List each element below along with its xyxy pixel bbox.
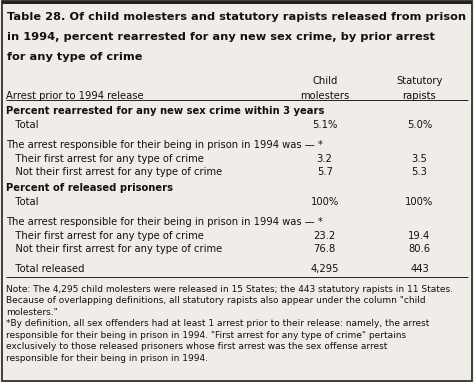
Text: 5.0%: 5.0%	[407, 120, 432, 130]
Text: 3.5: 3.5	[411, 154, 428, 163]
Text: 23.2: 23.2	[314, 231, 336, 241]
Text: 5.7: 5.7	[317, 167, 333, 177]
Text: 5.1%: 5.1%	[312, 120, 337, 130]
Text: 19.4: 19.4	[409, 231, 430, 241]
Text: Not their first arrest for any type of crime: Not their first arrest for any type of c…	[6, 167, 222, 177]
Text: Total released: Total released	[6, 264, 84, 274]
Text: 100%: 100%	[405, 197, 434, 207]
Text: Not their first arrest for any type of crime: Not their first arrest for any type of c…	[6, 244, 222, 254]
Text: 443: 443	[410, 264, 429, 274]
Text: Because of overlapping definitions, all statutory rapists also appear under the : Because of overlapping definitions, all …	[6, 296, 425, 306]
Text: Table 28. Of child molesters and statutory rapists released from prison: Table 28. Of child molesters and statuto…	[7, 12, 466, 22]
Text: responsible for their being in prison in 1994.: responsible for their being in prison in…	[6, 354, 208, 363]
Text: Child: Child	[312, 76, 337, 86]
Text: Percent of released prisoners: Percent of released prisoners	[6, 183, 173, 193]
Text: Total: Total	[6, 120, 38, 130]
Text: molesters.": molesters."	[6, 308, 57, 317]
Text: exclusively to those released prisoners whose first arrest was the sex offense a: exclusively to those released prisoners …	[6, 342, 387, 351]
Bar	[2, 1, 472, 4]
Text: Their first arrest for any type of crime: Their first arrest for any type of crime	[6, 231, 203, 241]
Text: 76.8: 76.8	[314, 244, 336, 254]
Text: *By definition, all sex offenders had at least 1 arrest prior to their release: : *By definition, all sex offenders had at…	[6, 319, 429, 329]
Text: The arrest responsible for their being in prison in 1994 was — *: The arrest responsible for their being i…	[6, 140, 323, 150]
Text: Arrest prior to 1994 release: Arrest prior to 1994 release	[6, 91, 143, 101]
Text: Their first arrest for any type of crime: Their first arrest for any type of crime	[6, 154, 203, 163]
Text: for any type of crime: for any type of crime	[7, 52, 143, 62]
Text: Statutory: Statutory	[396, 76, 443, 86]
Text: 4,295: 4,295	[310, 264, 339, 274]
Text: 5.3: 5.3	[411, 167, 428, 177]
Text: Percent rearrested for any new sex crime within 3 years: Percent rearrested for any new sex crime…	[6, 106, 324, 116]
Text: Total: Total	[6, 197, 38, 207]
Text: in 1994, percent rearrested for any new sex crime, by prior arrest: in 1994, percent rearrested for any new …	[7, 32, 435, 42]
Text: 100%: 100%	[310, 197, 339, 207]
Text: responsible for their being in prison in 1994. "First arrest for any type of cri: responsible for their being in prison in…	[6, 331, 406, 340]
Text: molesters: molesters	[300, 91, 349, 101]
Text: rapists: rapists	[402, 91, 437, 101]
Text: The arrest responsible for their being in prison in 1994 was — *: The arrest responsible for their being i…	[6, 217, 323, 227]
Text: 3.2: 3.2	[317, 154, 333, 163]
Text: Note: The 4,295 child molesters were released in 15 States; the 443 statutory ra: Note: The 4,295 child molesters were rel…	[6, 285, 453, 294]
Text: 80.6: 80.6	[409, 244, 430, 254]
